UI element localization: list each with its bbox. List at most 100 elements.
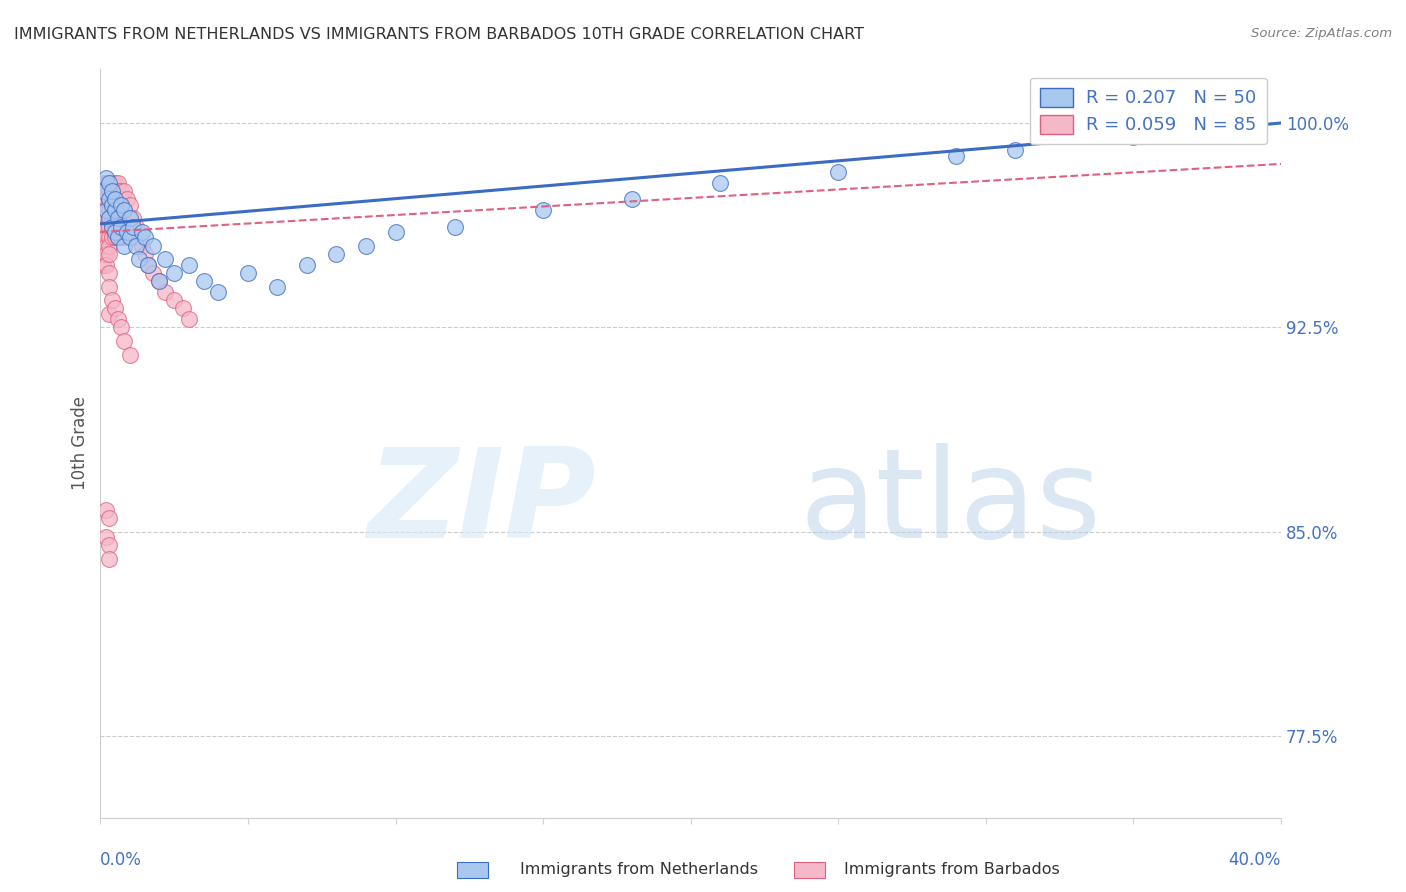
Point — [98, 538, 121, 552]
Point — [104, 192, 127, 206]
Text: atlas: atlas — [800, 442, 1101, 564]
Point — [115, 225, 138, 239]
Point — [1004, 143, 1026, 157]
Text: Source: ZipAtlas.com: Source: ZipAtlas.com — [1251, 27, 1392, 40]
Point — [118, 211, 141, 226]
Point — [107, 192, 129, 206]
Point — [98, 219, 121, 234]
Point — [96, 247, 118, 261]
Point — [98, 279, 121, 293]
Legend: R = 0.207   N = 50, R = 0.059   N = 85: R = 0.207 N = 50, R = 0.059 N = 85 — [1029, 78, 1267, 145]
Point — [110, 320, 132, 334]
Point — [107, 203, 129, 218]
Point — [115, 192, 138, 206]
Point — [96, 503, 118, 517]
Point — [98, 176, 121, 190]
Point — [709, 176, 731, 190]
Point — [98, 203, 121, 218]
Point — [107, 230, 129, 244]
Point — [91, 258, 114, 272]
Point — [96, 230, 118, 244]
Point — [98, 552, 121, 566]
Point — [112, 230, 135, 244]
Point — [110, 192, 132, 206]
Point — [98, 238, 121, 252]
Point — [91, 230, 114, 244]
Point — [96, 176, 118, 190]
Point — [136, 258, 159, 272]
Point — [104, 219, 127, 234]
Point — [91, 219, 114, 234]
Point — [96, 530, 118, 544]
Point — [101, 219, 124, 234]
Point — [96, 203, 118, 218]
Point — [128, 252, 150, 267]
Point — [96, 219, 118, 234]
Point — [98, 266, 121, 280]
Point — [101, 293, 124, 307]
Point — [177, 312, 200, 326]
Point — [96, 192, 118, 206]
Point — [443, 219, 465, 234]
Point — [155, 285, 177, 299]
Point — [91, 238, 114, 252]
Point — [325, 247, 347, 261]
Point — [104, 230, 127, 244]
Point — [107, 176, 129, 190]
Point — [125, 238, 148, 252]
Point — [266, 279, 288, 293]
Point — [354, 238, 377, 252]
Point — [121, 219, 143, 234]
Text: IMMIGRANTS FROM NETHERLANDS VS IMMIGRANTS FROM BARBADOS 10TH GRADE CORRELATION C: IMMIGRANTS FROM NETHERLANDS VS IMMIGRANT… — [14, 27, 865, 42]
Point — [98, 192, 121, 206]
Point — [91, 247, 114, 261]
Point — [110, 230, 132, 244]
Point — [142, 238, 165, 252]
Point — [101, 184, 124, 198]
Text: ZIP: ZIP — [367, 442, 596, 564]
Point — [134, 230, 156, 244]
Point — [118, 225, 141, 239]
Point — [193, 274, 215, 288]
Point — [163, 293, 186, 307]
Point — [98, 307, 121, 321]
Point — [1240, 116, 1263, 130]
Point — [107, 230, 129, 244]
Point — [101, 211, 124, 226]
Point — [91, 176, 114, 190]
Point — [98, 184, 121, 198]
Point — [172, 301, 194, 316]
Point — [142, 266, 165, 280]
Point — [131, 238, 153, 252]
Point — [91, 211, 114, 226]
Point — [112, 238, 135, 252]
Point — [125, 219, 148, 234]
Point — [98, 211, 121, 226]
Point — [96, 184, 118, 198]
Point — [104, 225, 127, 239]
Point — [118, 230, 141, 244]
Point — [384, 225, 406, 239]
Point — [112, 184, 135, 198]
Point — [101, 192, 124, 206]
Point — [98, 192, 121, 206]
Point — [101, 230, 124, 244]
Point — [91, 184, 114, 198]
Point — [98, 176, 121, 190]
Point — [118, 348, 141, 362]
Point — [115, 225, 138, 239]
Y-axis label: 10th Grade: 10th Grade — [72, 396, 89, 491]
Text: 40.0%: 40.0% — [1229, 851, 1281, 869]
Point — [155, 252, 177, 267]
Point — [91, 184, 114, 198]
Point — [104, 203, 127, 218]
Point — [131, 225, 153, 239]
Point — [1122, 129, 1144, 144]
Point — [107, 184, 129, 198]
Point — [827, 165, 849, 179]
Point — [98, 211, 121, 226]
Point — [104, 192, 127, 206]
Text: Immigrants from Barbados: Immigrants from Barbados — [844, 863, 1059, 877]
Point — [91, 192, 114, 206]
Point — [163, 266, 186, 280]
